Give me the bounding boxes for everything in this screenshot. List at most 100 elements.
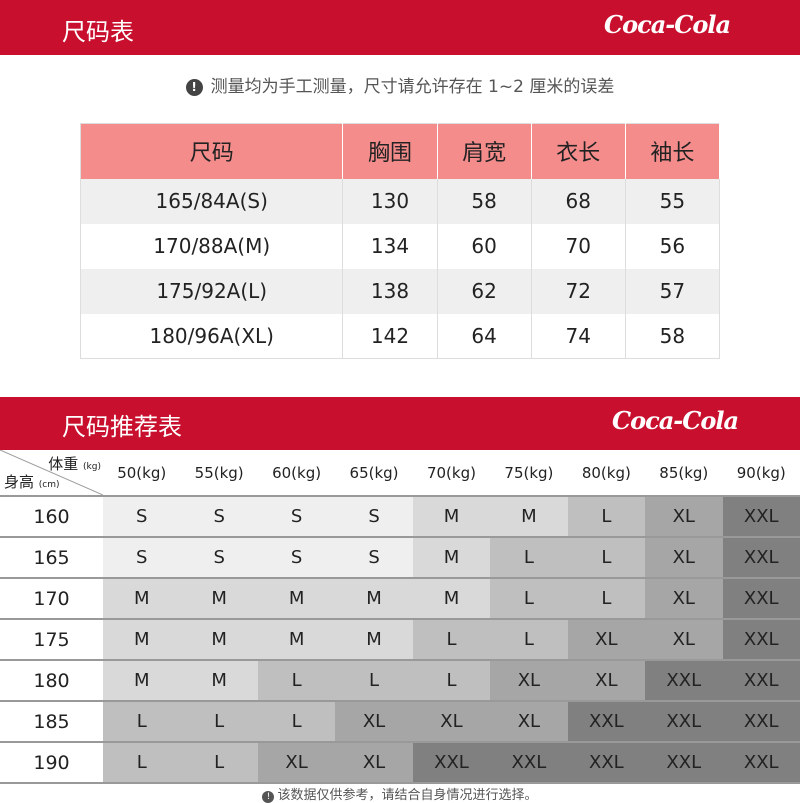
size-cell: M <box>180 578 257 619</box>
size-cell: XXL <box>723 742 800 783</box>
size-cell: XL <box>645 578 722 619</box>
size-cell: S <box>258 537 335 578</box>
size-cell: M <box>490 496 567 537</box>
size-cell: L <box>258 660 335 701</box>
height-cell: 190 <box>0 742 103 783</box>
size-cell: L <box>490 537 567 578</box>
size-cell: M <box>103 578 180 619</box>
footnote: !该数据仅供参考，请结合自身情况进行选择。 <box>0 784 800 803</box>
table-cell: 58 <box>625 314 719 359</box>
table-cell: 62 <box>437 269 531 314</box>
recommendation-table: 体重 (kg) 身高 (cm) 50(kg)55(kg)60(kg)65(kg)… <box>0 450 800 784</box>
size-cell: XXL <box>723 496 800 537</box>
exclamation-icon: ! <box>186 79 203 96</box>
column-header: 袖长 <box>625 124 719 179</box>
table-cell: 58 <box>437 179 531 224</box>
weight-column-header: 65(kg) <box>335 450 412 496</box>
size-cell: XL <box>645 537 722 578</box>
size-cell: L <box>180 701 257 742</box>
size-cell: S <box>335 496 412 537</box>
table-cell: 70 <box>531 224 625 269</box>
height-label: 身高 <box>4 473 34 491</box>
height-cell: 165 <box>0 537 103 578</box>
weight-column-header: 90(kg) <box>723 450 800 496</box>
size-cell: XXL <box>490 742 567 783</box>
table-cell: 165/84A(S) <box>81 179 343 224</box>
size-cell: XL <box>413 701 490 742</box>
size-cell: L <box>568 537 645 578</box>
section-title: 尺码推荐表 <box>62 407 182 442</box>
size-cell: XXL <box>723 701 800 742</box>
column-header: 肩宽 <box>437 124 531 179</box>
size-cell: XXL <box>645 742 722 783</box>
footnote-text: 该数据仅供参考，请结合自身情况进行选择。 <box>277 788 537 803</box>
coca-cola-logo: Coca‑Cola <box>612 406 738 435</box>
size-cell: XL <box>490 701 567 742</box>
size-cell: L <box>413 619 490 660</box>
size-cell: L <box>258 701 335 742</box>
size-cell: S <box>103 537 180 578</box>
size-cell: L <box>490 578 567 619</box>
size-cell: S <box>180 537 257 578</box>
weight-column-header: 85(kg) <box>645 450 722 496</box>
column-header: 衣长 <box>531 124 625 179</box>
size-cell: XXL <box>413 742 490 783</box>
size-cell: XXL <box>645 701 722 742</box>
size-cell: M <box>335 619 412 660</box>
size-cell: M <box>103 619 180 660</box>
column-header: 尺码 <box>81 124 343 179</box>
size-cell: XXL <box>723 660 800 701</box>
weight-column-header: 70(kg) <box>413 450 490 496</box>
table-cell: 134 <box>343 224 437 269</box>
size-cell: XXL <box>568 742 645 783</box>
size-cell: XL <box>258 742 335 783</box>
size-cell: XXL <box>723 578 800 619</box>
table-cell: 180/96A(XL) <box>81 314 343 359</box>
weight-column-header: 50(kg) <box>103 450 180 496</box>
size-cell: L <box>103 742 180 783</box>
size-cell: M <box>258 619 335 660</box>
size-cell: XL <box>335 701 412 742</box>
measurement-note: !测量均为手工测量，尺寸请允许存在 1~2 厘米的误差 <box>0 72 800 97</box>
weight-column-header: 55(kg) <box>180 450 257 496</box>
size-cell: L <box>490 619 567 660</box>
table-cell: 55 <box>625 179 719 224</box>
table-cell: 170/88A(M) <box>81 224 343 269</box>
corner-header: 体重 (kg) 身高 (cm) <box>0 450 103 496</box>
size-cell: XL <box>568 619 645 660</box>
table-cell: 60 <box>437 224 531 269</box>
column-header: 胸围 <box>343 124 437 179</box>
size-cell: S <box>103 496 180 537</box>
size-cell: L <box>413 660 490 701</box>
table-cell: 175/92A(L) <box>81 269 343 314</box>
size-cell: XXL <box>645 660 722 701</box>
size-cell: M <box>413 537 490 578</box>
size-cell: M <box>103 660 180 701</box>
weight-unit: (kg) <box>83 462 101 472</box>
size-cell: XXL <box>723 537 800 578</box>
height-cell: 170 <box>0 578 103 619</box>
size-cell: M <box>413 496 490 537</box>
exclamation-icon: ! <box>262 791 274 803</box>
table-cell: 64 <box>437 314 531 359</box>
table-cell: 72 <box>531 269 625 314</box>
size-cell: XL <box>490 660 567 701</box>
size-cell: XL <box>645 496 722 537</box>
table-cell: 138 <box>343 269 437 314</box>
size-cell: L <box>568 496 645 537</box>
size-cell: S <box>335 537 412 578</box>
recommendation-header: 尺码推荐表 Coca‑Cola <box>0 397 800 450</box>
weight-column-header: 80(kg) <box>568 450 645 496</box>
size-cell: M <box>335 578 412 619</box>
size-cell: M <box>180 619 257 660</box>
size-cell: L <box>335 660 412 701</box>
